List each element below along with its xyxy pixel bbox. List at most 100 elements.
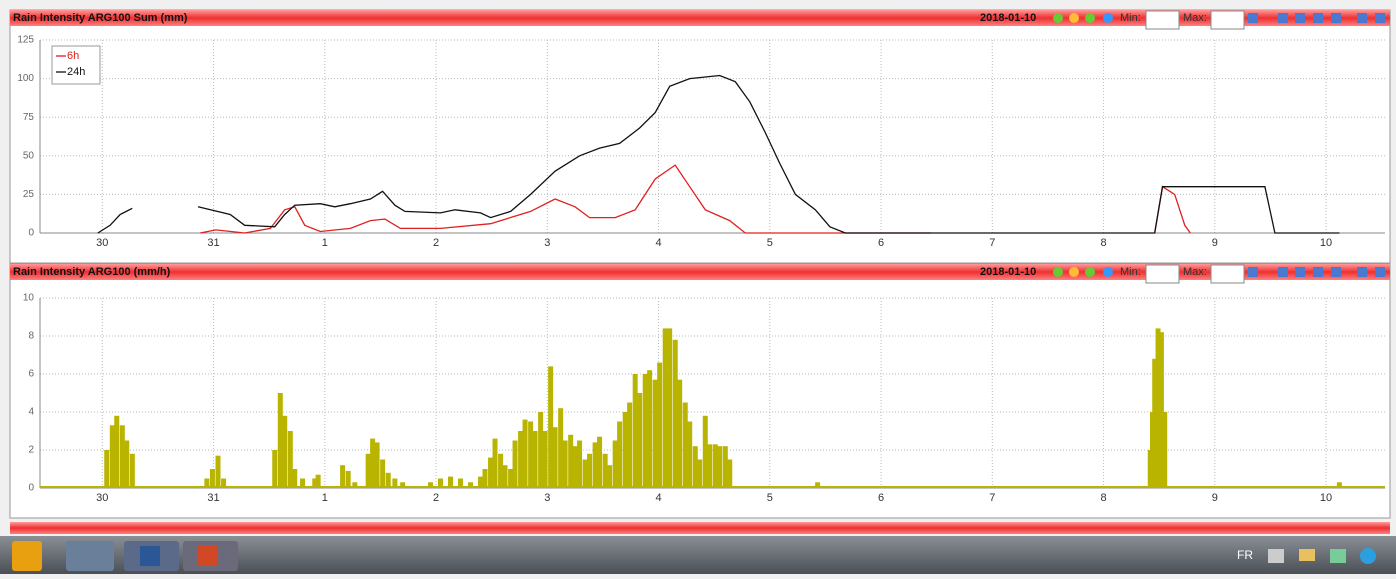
bar bbox=[587, 453, 593, 488]
toolbar-button[interactable] bbox=[1295, 267, 1305, 277]
bar bbox=[498, 453, 504, 488]
bar bbox=[458, 478, 464, 488]
bar bbox=[340, 465, 346, 488]
panel bbox=[9, 9, 1391, 264]
nav-button[interactable] bbox=[1053, 13, 1063, 23]
bar bbox=[124, 440, 130, 488]
nav-button[interactable] bbox=[1085, 267, 1095, 277]
bar bbox=[518, 431, 524, 488]
bar bbox=[282, 415, 288, 488]
nav-button[interactable] bbox=[1085, 13, 1095, 23]
toolbar-button[interactable] bbox=[1357, 267, 1367, 277]
language-indicator[interactable]: FR bbox=[1237, 548, 1253, 562]
bar bbox=[682, 402, 688, 488]
bar bbox=[392, 478, 398, 488]
bar bbox=[577, 440, 583, 488]
bar bbox=[528, 421, 534, 488]
max-label: Max: bbox=[1183, 266, 1207, 278]
toolbar-button[interactable] bbox=[1331, 13, 1341, 23]
panel-header bbox=[10, 264, 1390, 280]
bar bbox=[815, 482, 821, 488]
toolbar-button[interactable] bbox=[1357, 13, 1367, 23]
bar bbox=[627, 402, 633, 488]
bar bbox=[277, 393, 283, 488]
bar bbox=[692, 446, 698, 488]
x-tick-label: 4 bbox=[655, 492, 661, 504]
bar bbox=[468, 482, 474, 488]
tray-icon[interactable] bbox=[1360, 548, 1376, 564]
bar bbox=[552, 427, 558, 488]
x-tick-label: 30 bbox=[96, 237, 108, 249]
legend-label: 6h bbox=[67, 50, 79, 62]
toolbar-button[interactable] bbox=[1278, 13, 1288, 23]
x-tick-label: 2 bbox=[433, 492, 439, 504]
x-tick-label: 4 bbox=[655, 237, 661, 249]
min-input[interactable] bbox=[1145, 264, 1180, 284]
toolbar-button[interactable] bbox=[1248, 267, 1258, 277]
zoom-button[interactable] bbox=[1103, 13, 1113, 23]
legend-label: 24h bbox=[67, 66, 85, 78]
bar bbox=[502, 465, 508, 488]
x-tick-label: 6 bbox=[878, 237, 884, 249]
bar bbox=[109, 425, 115, 488]
zoom-button[interactable] bbox=[1103, 267, 1113, 277]
bar bbox=[647, 370, 653, 488]
bar bbox=[657, 362, 663, 488]
x-tick-label: 7 bbox=[989, 492, 995, 504]
x-tick-label: 31 bbox=[207, 492, 219, 504]
bar bbox=[672, 339, 678, 488]
explorer-icon[interactable] bbox=[66, 541, 114, 571]
outlook-icon[interactable] bbox=[12, 541, 42, 571]
bar bbox=[129, 453, 135, 488]
bar bbox=[532, 431, 538, 488]
panel-header bbox=[10, 10, 1390, 26]
x-tick-label: 8 bbox=[1100, 237, 1106, 249]
toolbar-button[interactable] bbox=[1375, 13, 1385, 23]
toolbar-button[interactable] bbox=[1313, 267, 1323, 277]
bar bbox=[300, 478, 306, 488]
toolbar-button[interactable] bbox=[1313, 13, 1323, 23]
toolbar-button[interactable] bbox=[1278, 267, 1288, 277]
x-tick-label: 1 bbox=[322, 237, 328, 249]
bar bbox=[1162, 412, 1168, 488]
x-tick-label: 1 bbox=[322, 492, 328, 504]
toolbar-button[interactable] bbox=[1248, 13, 1258, 23]
bar bbox=[370, 438, 376, 488]
tray-icon[interactable] bbox=[1299, 549, 1315, 561]
min-input[interactable] bbox=[1145, 10, 1180, 30]
bar bbox=[622, 412, 628, 488]
nav-button[interactable] bbox=[1069, 13, 1079, 23]
toolbar-button[interactable] bbox=[1331, 267, 1341, 277]
bar bbox=[1158, 332, 1164, 488]
bar bbox=[642, 374, 648, 488]
bar bbox=[448, 476, 454, 488]
tray-icon[interactable] bbox=[1330, 549, 1346, 563]
bar bbox=[114, 415, 120, 488]
y-tick-label: 75 bbox=[23, 112, 35, 123]
bar bbox=[538, 412, 544, 488]
bar bbox=[662, 328, 668, 488]
x-tick-label: 10 bbox=[1320, 492, 1332, 504]
x-tick-label: 5 bbox=[767, 492, 773, 504]
max-input[interactable] bbox=[1210, 264, 1245, 284]
bar bbox=[542, 431, 548, 488]
toolbar-button[interactable] bbox=[1295, 13, 1305, 23]
bar bbox=[221, 478, 227, 488]
x-tick-label: 30 bbox=[96, 492, 108, 504]
tray-icon[interactable] bbox=[1268, 549, 1284, 563]
bar bbox=[1152, 358, 1158, 488]
bar bbox=[632, 374, 638, 488]
panel-date: 2018-01-10 bbox=[980, 12, 1036, 24]
x-tick-label: 9 bbox=[1212, 237, 1218, 249]
y-tick-label: 0 bbox=[28, 228, 34, 239]
max-input[interactable] bbox=[1210, 10, 1245, 30]
nav-button[interactable] bbox=[1053, 267, 1063, 277]
bar bbox=[1336, 482, 1342, 488]
nav-button[interactable] bbox=[1069, 267, 1079, 277]
y-tick-label: 4 bbox=[28, 407, 34, 418]
toolbar-button[interactable] bbox=[1375, 267, 1385, 277]
min-label: Min: bbox=[1120, 266, 1141, 278]
bar bbox=[548, 366, 554, 488]
bar bbox=[427, 482, 433, 488]
